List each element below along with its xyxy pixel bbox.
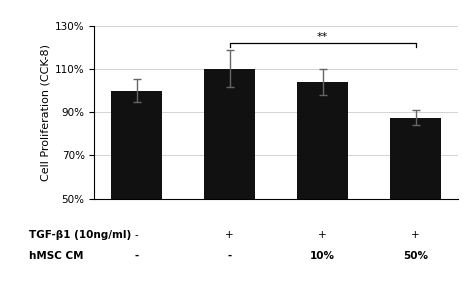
Text: TGF-β1 (10ng/ml): TGF-β1 (10ng/ml)	[29, 230, 131, 240]
Text: **: **	[317, 32, 329, 42]
Bar	[204, 69, 255, 284]
Bar	[390, 118, 441, 284]
Text: -: -	[135, 230, 138, 240]
Bar	[111, 91, 162, 284]
Text: -: -	[228, 251, 232, 261]
Text: 10%: 10%	[310, 251, 335, 261]
Text: +: +	[225, 230, 234, 240]
Text: -: -	[135, 251, 139, 261]
Text: hMSC CM: hMSC CM	[29, 251, 84, 261]
Text: +: +	[318, 230, 327, 240]
Bar	[297, 82, 348, 284]
Text: +: +	[412, 230, 420, 240]
Text: 50%: 50%	[403, 251, 428, 261]
Y-axis label: Cell Proliferation (CCK-8): Cell Proliferation (CCK-8)	[41, 44, 51, 181]
